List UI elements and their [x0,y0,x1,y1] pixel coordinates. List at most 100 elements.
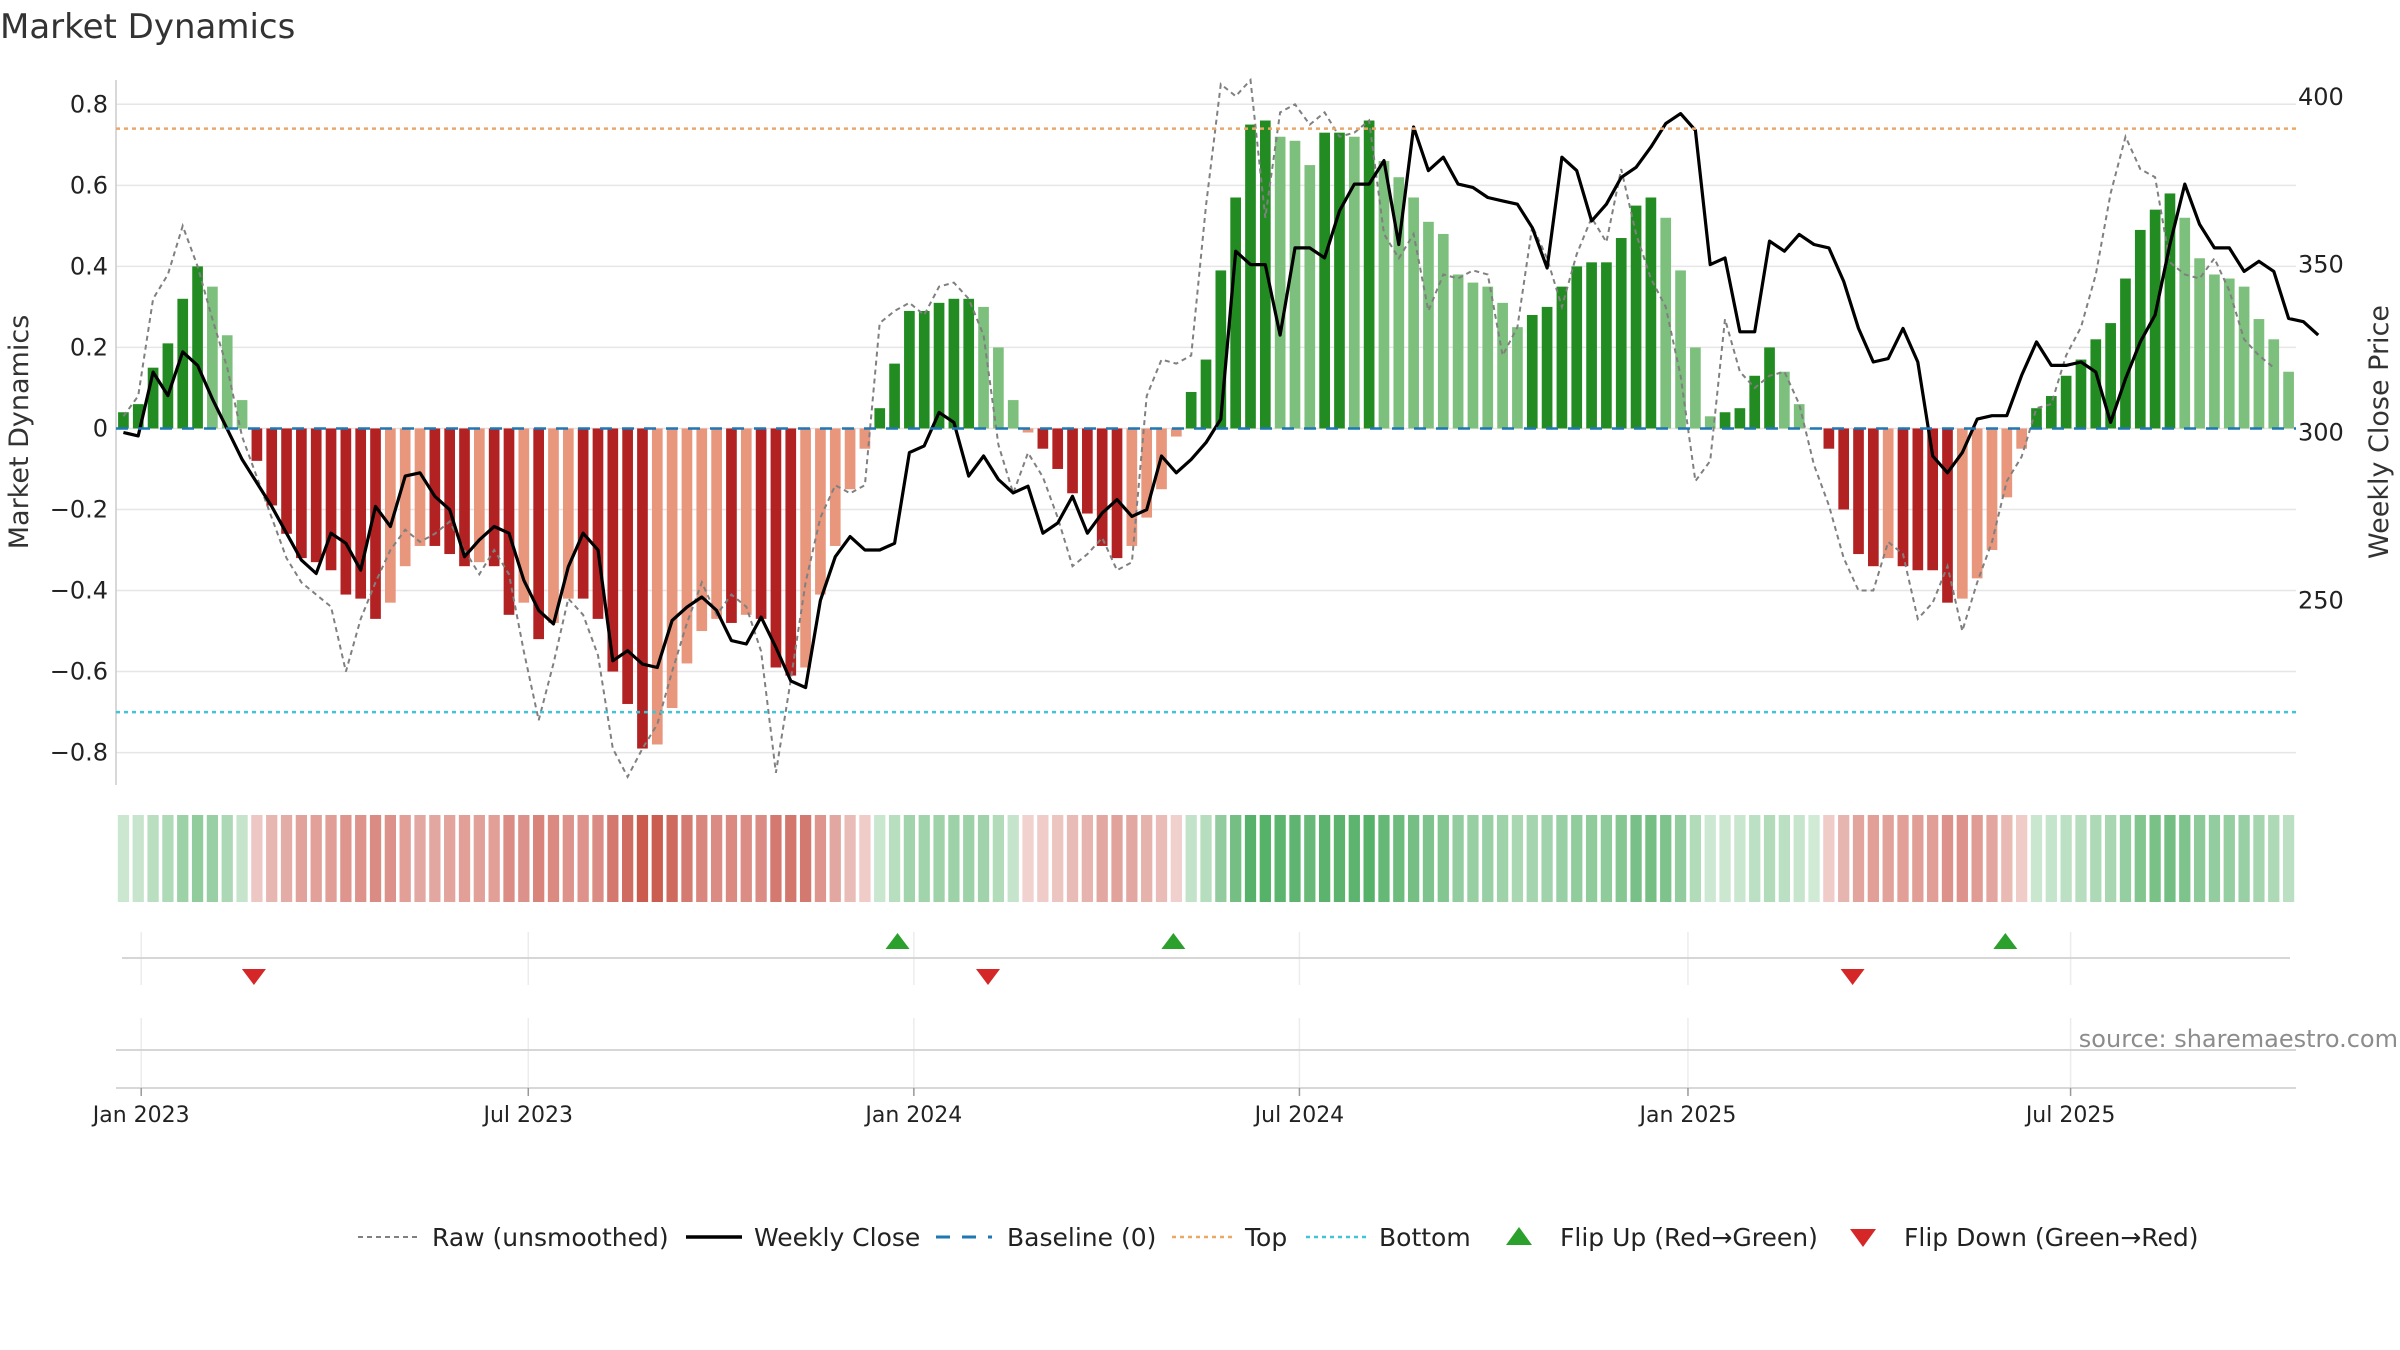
dynamics-bar [503,428,515,615]
legend-item-top: Top [1172,1223,1287,1252]
dynamics-bar [2134,229,2146,429]
dynamics-bar [1215,270,1227,429]
dynamics-bar [1423,221,1434,429]
dynamics-bar [1823,428,1835,449]
strip-cell [2238,815,2250,902]
strip-cell [1200,815,1212,902]
strip-cell [2134,815,2146,902]
left-tick-label: 0.6 [70,171,108,199]
dynamics-bar [1971,428,1983,579]
dynamics-bar [1289,140,1301,429]
strip-cell [1348,815,1360,902]
dynamics-bar [2075,359,2087,429]
strip-cell [177,815,189,902]
legend-label: Flip Up (Red→Green) [1560,1223,1818,1252]
strip-cell [1155,815,1168,902]
dynamics-bar [1304,165,1316,429]
dynamics-bar [459,428,470,567]
strip-cell [2001,815,2013,902]
strip-cell [1319,815,1331,902]
strip-cell [310,815,322,902]
dynamics-bar [681,428,693,664]
strip-cell [1081,815,1093,902]
left-tick-label: 0 [93,414,108,442]
dynamics-bar [1675,270,1686,429]
x-tick-label: Jul 2023 [482,1103,574,1128]
strip-cell [666,815,678,902]
strip-cell [458,815,471,902]
weekly-close-line [123,112,2320,690]
strip-cell [888,815,901,902]
strip-cell [399,815,411,902]
right-tick-label: 300 [2298,419,2344,447]
dynamics-bar [1526,315,1538,429]
strip-cell [1956,815,1968,902]
strip-cell [384,815,396,902]
strip-cell [147,815,159,902]
dynamics-bar [221,335,233,429]
dynamics-bar [1334,132,1345,429]
dynamics-bar [1408,197,1419,429]
x-tick-label: Jan 2024 [863,1103,962,1128]
dynamics-bar [1067,428,1078,494]
dynamics-bar [859,428,871,449]
dynamics-bar [785,428,797,676]
strip-cell [414,815,426,902]
dynamics-bar [325,428,337,571]
dynamics-bar [2001,428,2013,498]
strip-cell [1897,815,1909,902]
legend: Raw (unsmoothed) Weekly Close Baseline (0)… [358,1223,2199,1252]
strip-cell [1882,815,1894,902]
strip-cell [2075,815,2087,902]
dynamics-bar [800,428,811,668]
dynamics-bar [904,310,915,429]
left-tick-label: 0.2 [70,333,108,361]
strip-cell [755,815,767,902]
strip-cell [1289,815,1301,902]
strip-cell [1600,815,1613,902]
strip-cell [710,815,723,902]
strip-cell [369,815,382,902]
strip-cell [1526,815,1538,902]
dynamics-bar [1141,428,1153,518]
strip-cell [814,815,827,902]
dynamics-bar [1363,120,1375,429]
dynamics-bar [1037,428,1049,449]
strip-cell [473,815,485,902]
strip-cell [1823,815,1835,902]
flip-up-marker [1161,933,1186,949]
strip-cell [1363,815,1375,902]
strip-cell [1645,815,1657,902]
dynamics-bar [622,428,633,704]
dynamics-bar [192,266,203,429]
dynamics-bar [607,428,619,672]
dynamics-bar [1437,233,1449,429]
strip-cell [770,815,782,902]
dynamics-bar [918,310,930,429]
dynamics-bar [1082,428,1093,514]
flip-up-marker [1993,933,2018,949]
dynamics-bar [1230,197,1241,429]
strip-cell [829,815,841,902]
strip-cell [696,815,708,902]
dynamics-bar [651,428,663,745]
dynamics-bar [1052,428,1064,469]
dynamics-bar [2253,319,2265,429]
dynamics-bar [829,428,841,546]
strip-cell [1437,815,1449,902]
strip-cell [533,815,545,902]
strip-cell [1927,815,1939,902]
strip-cell [1778,815,1791,902]
strip-cell [1452,815,1464,902]
strip-cell [1763,815,1776,902]
strip-cell [562,815,574,902]
strip-cell [1852,815,1865,902]
strip-cell [933,815,945,902]
raw-line [122,77,2275,780]
strip-cell [948,815,960,902]
legend-label: Top [1244,1223,1287,1252]
strip-cell [325,815,337,902]
strip-cell [2119,815,2132,902]
strip-cell [874,815,886,902]
